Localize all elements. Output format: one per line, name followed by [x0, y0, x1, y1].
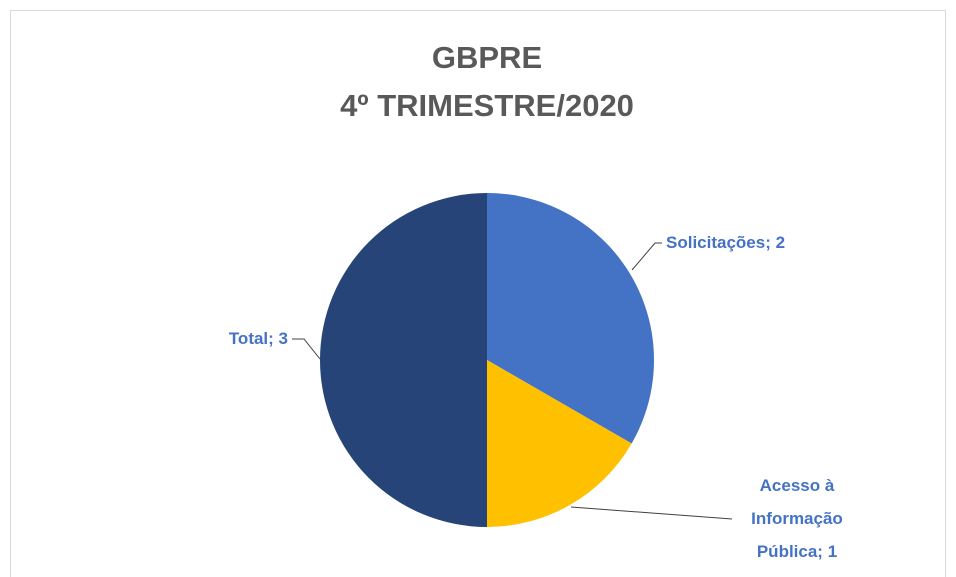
leader-line [292, 338, 321, 360]
data-label: Acesso à Informação Pública; 1 [751, 476, 843, 561]
pie-slice [487, 193, 654, 444]
pie-slice [320, 193, 487, 527]
data-label: Total; 3 [228, 329, 288, 348]
leader-line [631, 242, 662, 271]
pie [320, 193, 654, 527]
leader-line [570, 506, 733, 520]
data-label: Solicitações; 2 [666, 233, 786, 252]
pie-slice [487, 360, 632, 527]
chart-title: GBPRE [432, 40, 542, 75]
chart-subtitle: 4º TRIMESTRE/2020 [340, 88, 634, 123]
